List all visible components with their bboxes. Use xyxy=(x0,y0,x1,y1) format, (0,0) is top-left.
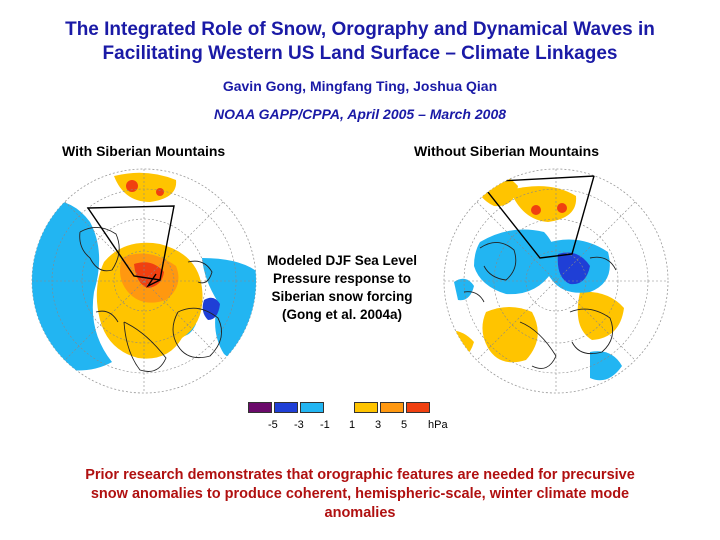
legend-tick: 3 xyxy=(375,419,382,431)
legend-tick: 1 xyxy=(349,419,356,431)
title-line-1: The Integrated Role of Snow, Orography a… xyxy=(65,19,655,40)
title-line-2: Facilitating Western US Land Surface – C… xyxy=(102,43,618,64)
legend-tick: -3 xyxy=(294,419,304,431)
legend-swatch xyxy=(406,402,430,413)
slide-title: The Integrated Role of Snow, Orography a… xyxy=(0,18,720,66)
legend-tick: -5 xyxy=(268,419,278,431)
authors: Gavin Gong, Mingfang Ting, Joshua Qian xyxy=(222,78,498,94)
project-info: NOAA GAPP/CPPA, April 2005 – March 2008 xyxy=(213,106,507,122)
conclusion-line-1: Prior research demonstrates that orograp… xyxy=(85,467,635,483)
legend-swatch xyxy=(274,402,298,413)
color-legend: -5 -3 -1 1 3 5 hPa xyxy=(248,402,448,436)
legend-swatch xyxy=(380,402,404,413)
slp-map-with-mountains xyxy=(31,168,257,394)
legend-swatch xyxy=(354,402,378,413)
legend-tick: 5 xyxy=(401,419,408,431)
conclusion-text: Prior research demonstrates that orograp… xyxy=(0,466,720,523)
legend-tick: -1 xyxy=(320,419,330,431)
slp-map-without-mountains xyxy=(443,168,669,394)
map-caption: Modeled DJF Sea Level Pressure response … xyxy=(266,253,418,322)
legend-swatch xyxy=(300,402,324,413)
right-map-label: Without Siberian Mountains xyxy=(414,143,599,159)
legend-unit: hPa xyxy=(428,419,448,431)
left-map-label: With Siberian Mountains xyxy=(62,143,226,159)
legend-swatch xyxy=(248,402,272,413)
conclusion-line-3: anomalies xyxy=(324,505,396,521)
conclusion-line-2: snow anomalies to produce coherent, hemi… xyxy=(90,486,630,502)
